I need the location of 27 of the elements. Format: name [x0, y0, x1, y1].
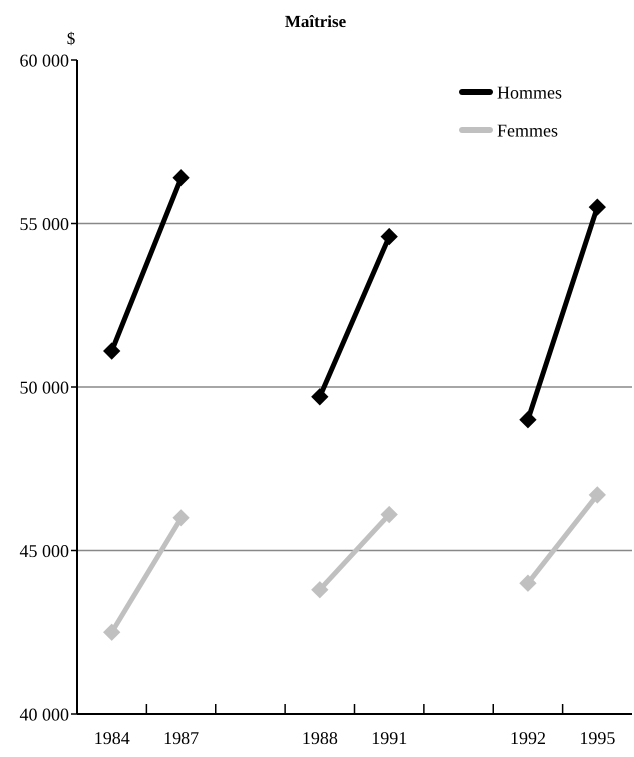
point [311, 581, 328, 598]
legend-label: Femmes [497, 120, 558, 140]
point [172, 169, 190, 186]
y-tick-label: 40 000 [20, 704, 69, 724]
x-tick-label: 1988 [302, 728, 338, 748]
x-tick-label: 1991 [371, 728, 408, 748]
y-tick-label: 55 000 [20, 214, 69, 234]
point [519, 574, 537, 592]
point [311, 388, 328, 406]
point [519, 411, 537, 428]
y-tick-label: 50 000 [20, 377, 69, 398]
point [588, 198, 606, 216]
x-tick-label: 1995 [579, 728, 616, 748]
y-tick-label: 45 000 [20, 540, 69, 561]
point [103, 342, 120, 360]
x-tick-label: 1987 [163, 728, 200, 748]
chart-title: Maîtrise [284, 12, 347, 31]
point [103, 624, 120, 641]
x-tick-label: 1984 [94, 728, 130, 748]
x-tick-label: 1992 [510, 728, 546, 748]
point [588, 486, 606, 504]
y-tick-label: 60 000 [20, 50, 69, 70]
legend-label: Hommes [497, 82, 562, 102]
point [172, 509, 190, 526]
y-axis-title: $ [66, 29, 76, 48]
point [380, 506, 398, 524]
point [380, 228, 398, 246]
